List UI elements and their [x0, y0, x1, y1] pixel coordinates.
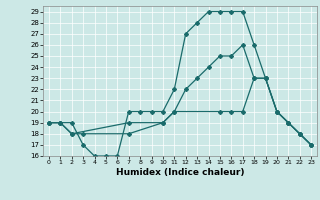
X-axis label: Humidex (Indice chaleur): Humidex (Indice chaleur): [116, 168, 244, 177]
